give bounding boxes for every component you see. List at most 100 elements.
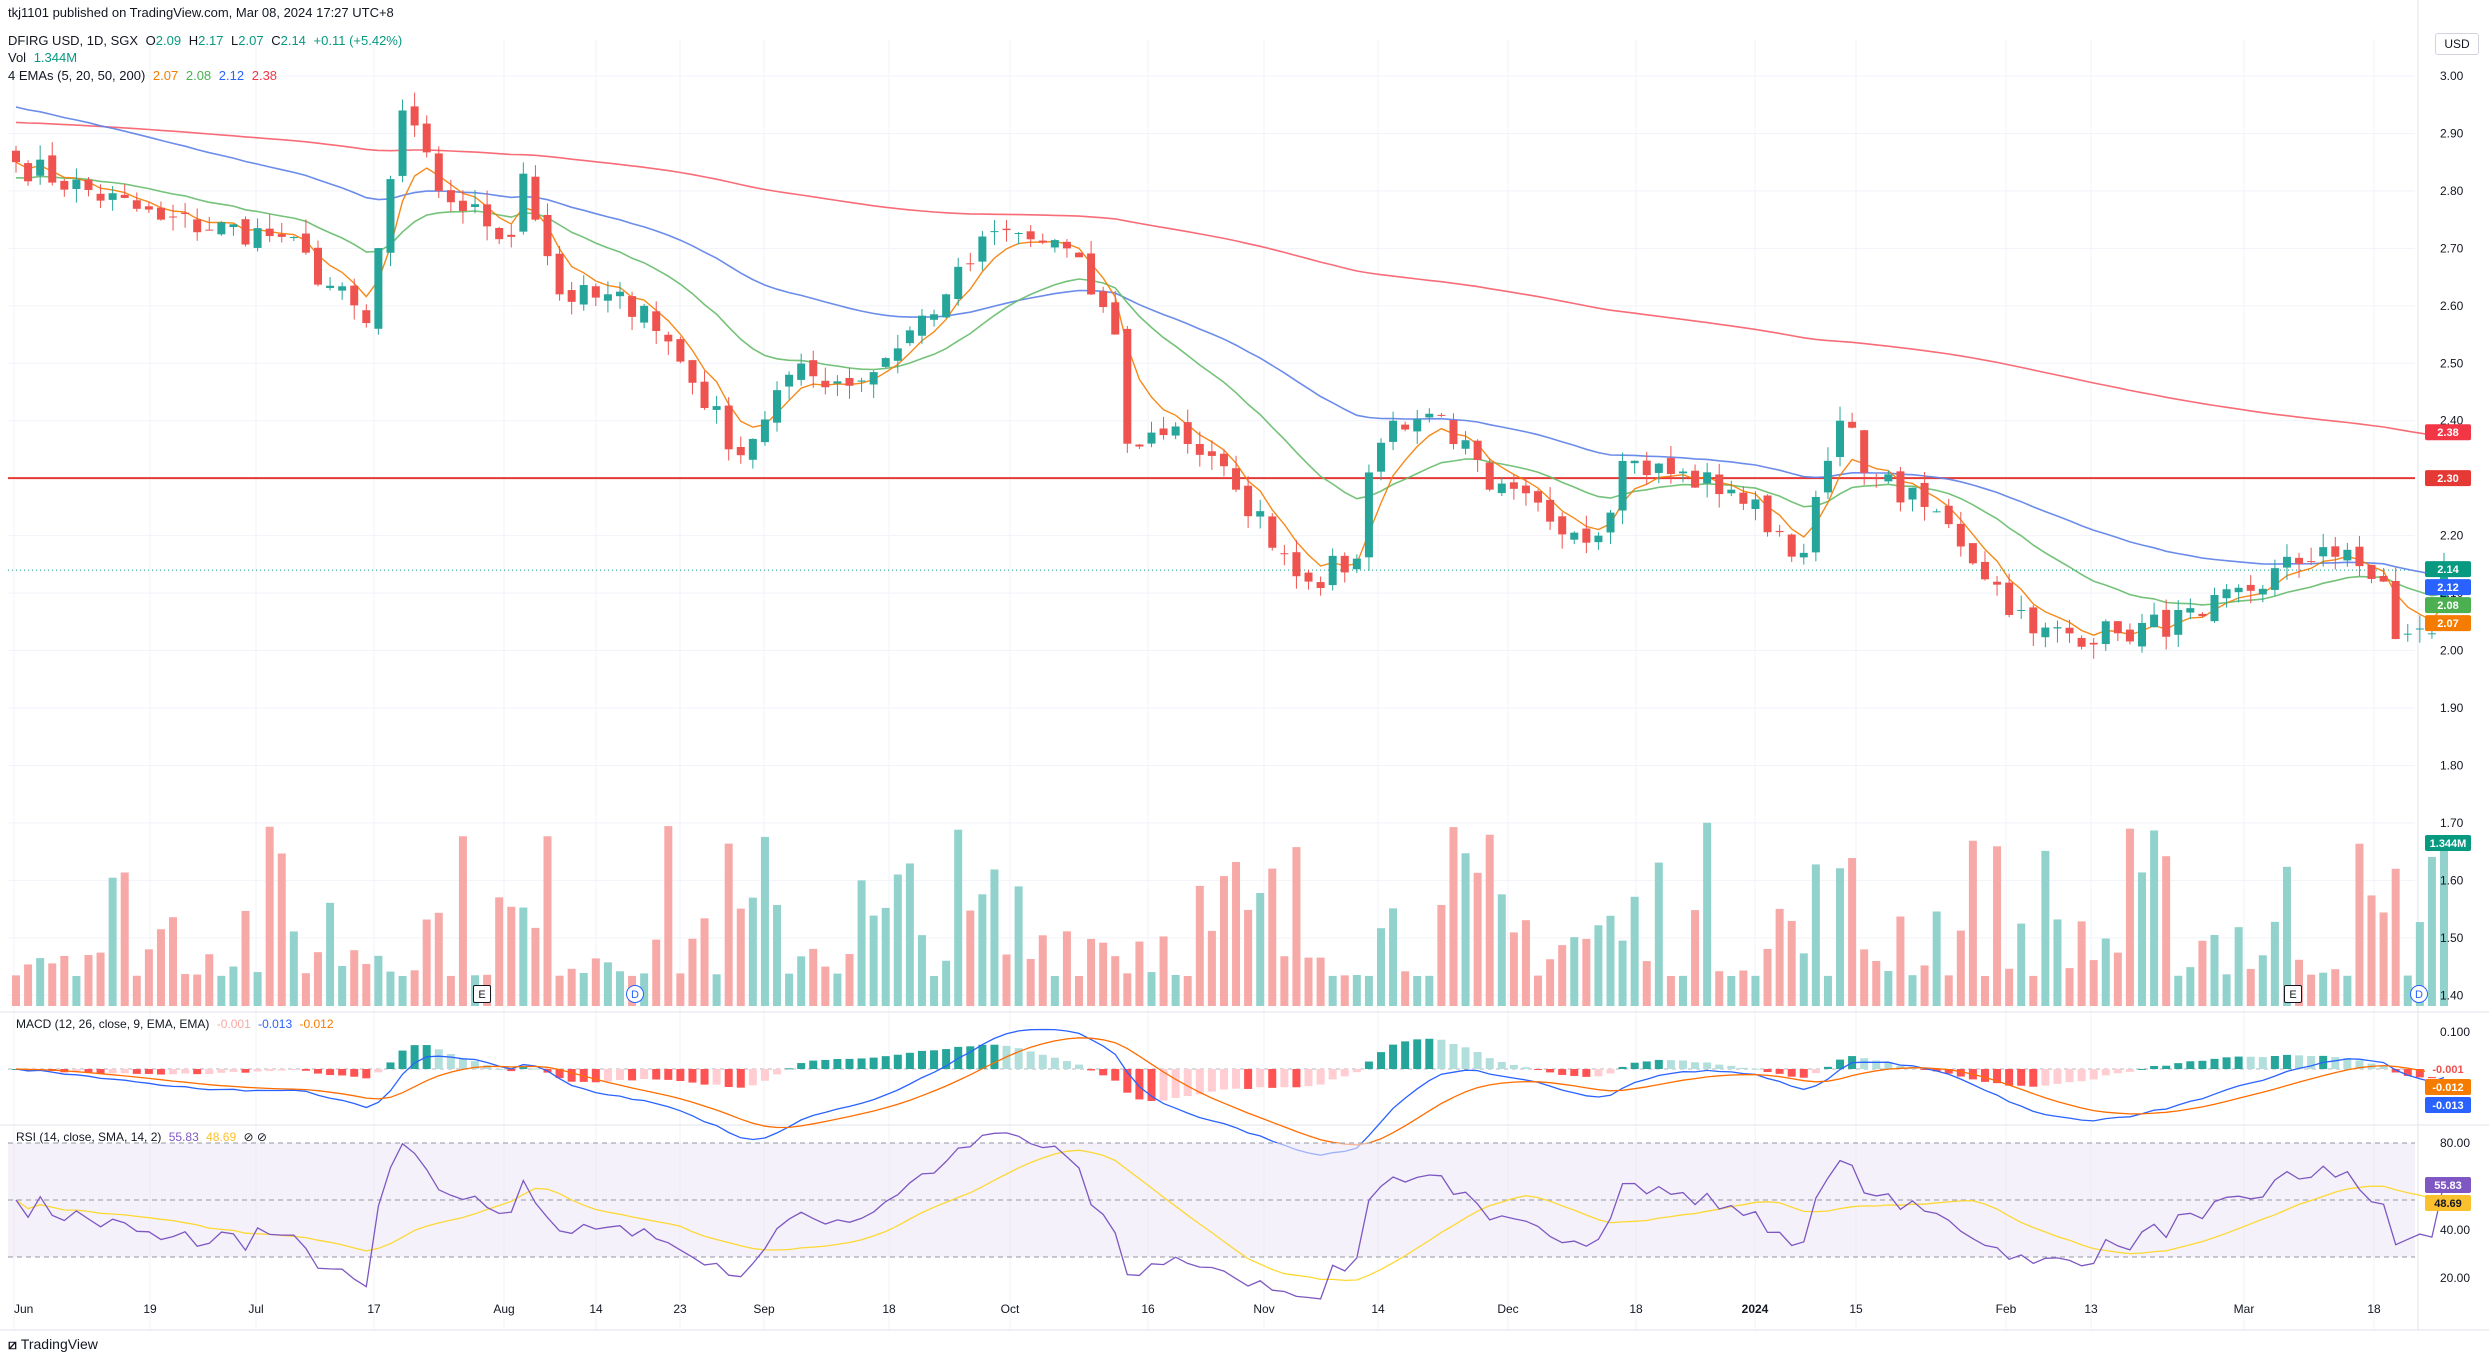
volume-bar bbox=[1183, 975, 1192, 1006]
macd-histogram-bar bbox=[821, 1059, 830, 1069]
earnings-marker[interactable]: E bbox=[473, 985, 491, 1003]
ohlc-high-label: H bbox=[188, 33, 199, 48]
volume-bar bbox=[1654, 862, 1663, 1006]
volume-bar bbox=[543, 836, 552, 1006]
macd-histogram-bar bbox=[169, 1069, 178, 1075]
volume-bar bbox=[531, 927, 540, 1006]
candle bbox=[2295, 557, 2304, 564]
volume-price-tag bbox=[2425, 835, 2471, 851]
candle bbox=[2415, 628, 2424, 630]
volume-bar bbox=[700, 918, 709, 1006]
candle bbox=[1280, 553, 1289, 555]
candle bbox=[1292, 552, 1301, 577]
macd-histogram-bar bbox=[519, 1067, 528, 1069]
candle bbox=[144, 206, 153, 210]
candle bbox=[748, 438, 757, 460]
currency-button[interactable]: USD bbox=[2435, 33, 2479, 55]
ohlc-low: 2.07 bbox=[238, 33, 264, 48]
volume-bar bbox=[930, 975, 939, 1006]
volume-bar bbox=[1896, 916, 1905, 1006]
volume-bar bbox=[217, 975, 226, 1006]
macd-histogram-bar bbox=[1956, 1069, 1965, 1077]
candle bbox=[1751, 499, 1760, 510]
macd-histogram-bar bbox=[2307, 1056, 2316, 1069]
macd-hist-value: -0.001 bbox=[216, 1017, 251, 1031]
candle bbox=[1836, 420, 1845, 458]
volume-bar bbox=[2415, 922, 2424, 1006]
macd-hist-tag bbox=[2425, 1061, 2471, 1077]
macd-title[interactable]: MACD (12, 26, close, 9, EMA, EMA) bbox=[16, 1017, 210, 1031]
volume-bar bbox=[1751, 975, 1760, 1006]
candle bbox=[990, 231, 999, 233]
volume-bar bbox=[2403, 975, 2412, 1006]
volume-bar bbox=[386, 971, 395, 1006]
candle bbox=[2162, 609, 2171, 637]
candle bbox=[1618, 460, 1627, 511]
volume-bar bbox=[2198, 940, 2207, 1006]
candle bbox=[2017, 609, 2026, 611]
macd-histogram-bar bbox=[2295, 1055, 2304, 1069]
volume-bar bbox=[1836, 868, 1845, 1006]
dividend-marker[interactable]: D bbox=[626, 985, 644, 1003]
candle bbox=[1099, 291, 1108, 308]
candle bbox=[1739, 492, 1748, 504]
candle bbox=[1811, 496, 1820, 553]
volume-bar bbox=[2005, 968, 2014, 1006]
macd-histogram-bar bbox=[1280, 1069, 1289, 1088]
volume-bar bbox=[12, 975, 20, 1006]
macd-histogram-bar bbox=[2150, 1065, 2159, 1069]
macd-histogram-bar bbox=[1751, 1068, 1760, 1070]
volume-bar bbox=[338, 965, 347, 1006]
candle bbox=[1727, 489, 1736, 494]
macd-histogram-bar bbox=[748, 1069, 757, 1086]
candle bbox=[96, 193, 105, 201]
published-caption: tkj1101 published on TradingView.com, Ma… bbox=[8, 5, 394, 20]
volume-label[interactable]: Vol bbox=[8, 50, 27, 65]
macd-histogram-bar bbox=[1050, 1057, 1059, 1069]
volume-bar bbox=[313, 952, 322, 1006]
volume-bar bbox=[1002, 954, 1011, 1006]
candle bbox=[2427, 633, 2436, 635]
ema5-price-tag-text: 2.07 bbox=[2437, 618, 2458, 630]
macd-histogram-bar bbox=[700, 1069, 709, 1085]
candle bbox=[2391, 581, 2400, 640]
rsi-eye-icon[interactable]: ⊘ ⊘ bbox=[243, 1130, 267, 1144]
candle bbox=[942, 294, 951, 318]
candle bbox=[519, 173, 528, 232]
earnings-marker[interactable]: E bbox=[2284, 985, 2302, 1003]
volume-bar bbox=[978, 894, 987, 1006]
macd-histogram-bar bbox=[1159, 1069, 1168, 1101]
price-axis-label: 1.80 bbox=[2440, 758, 2464, 772]
volume-bar bbox=[1171, 974, 1180, 1006]
candle bbox=[1062, 241, 1071, 249]
macd-histogram-bar bbox=[845, 1058, 854, 1069]
volume-bar bbox=[966, 910, 975, 1006]
volume-bar bbox=[2258, 955, 2267, 1006]
macd-histogram-bar bbox=[664, 1069, 673, 1080]
candle bbox=[1534, 491, 1543, 503]
volume-bar bbox=[1328, 975, 1337, 1006]
macd-histogram-bar bbox=[1606, 1069, 1615, 1074]
ema-label[interactable]: 4 EMAs (5, 20, 50, 200) bbox=[8, 68, 146, 83]
rsi-sma-value: 48.69 bbox=[206, 1130, 237, 1144]
dividend-marker[interactable]: D bbox=[2410, 985, 2428, 1003]
rsi-title[interactable]: RSI (14, close, SMA, 14, 2) bbox=[16, 1130, 162, 1144]
volume-bar bbox=[1811, 864, 1820, 1006]
macd-histogram-bar bbox=[1799, 1069, 1808, 1078]
volume-bar bbox=[1546, 959, 1555, 1006]
volume-bar bbox=[615, 971, 624, 1006]
macd-signal-tag-text: -0.012 bbox=[2432, 1082, 2463, 1094]
volume-bar bbox=[1425, 975, 1434, 1006]
macd-histogram-bar bbox=[2234, 1056, 2243, 1069]
volume-bar bbox=[1534, 975, 1543, 1006]
volume-bar bbox=[1038, 935, 1047, 1006]
macd-histogram-bar bbox=[1920, 1069, 1929, 1070]
candle bbox=[1485, 462, 1494, 490]
volume-bar bbox=[881, 907, 890, 1006]
macd-histogram-bar bbox=[1872, 1060, 1881, 1069]
price-axis-label: 3.00 bbox=[2440, 69, 2464, 83]
candle bbox=[217, 222, 226, 235]
symbol-name[interactable]: DFIRG USD, 1D, SGX bbox=[8, 33, 139, 48]
candle bbox=[628, 296, 637, 317]
